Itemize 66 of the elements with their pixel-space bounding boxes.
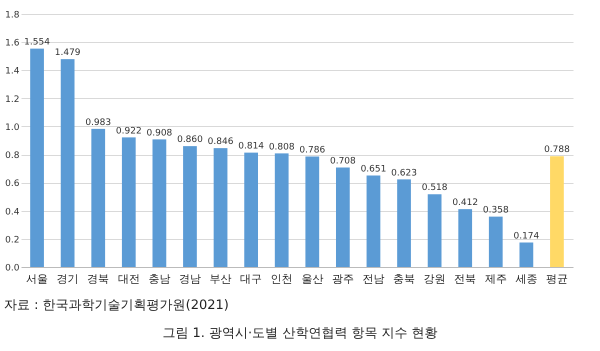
bar xyxy=(366,176,380,267)
bar xyxy=(305,156,320,267)
data-label: 1.554 xyxy=(24,38,50,48)
bar xyxy=(152,139,166,267)
data-label: 0.922 xyxy=(116,126,142,136)
x-tick-label: 인천 xyxy=(270,272,293,286)
y-tick-label: 1.6 xyxy=(5,38,20,49)
y-tick-label: 0.0 xyxy=(5,264,20,274)
data-label: 0.651 xyxy=(360,164,386,174)
data-label: 0.358 xyxy=(482,206,509,216)
x-tick-label: 제주 xyxy=(484,272,507,286)
data-label: 0.846 xyxy=(208,137,234,148)
x-tick-label: 부산 xyxy=(210,272,232,286)
text: 자료 : 한국과학기술기획평가원(2021) xyxy=(4,297,229,314)
x-tick-label: 세종 xyxy=(515,272,538,286)
x-tick-label: 경북 xyxy=(87,272,110,286)
bar xyxy=(214,148,228,267)
text: 그림 1. 광역시·도별 산학연협력 항목 지수 현황 xyxy=(161,325,439,342)
x-tick-label: 대구 xyxy=(240,272,262,286)
x-tick-label: 광주 xyxy=(332,272,354,286)
x-tick-label: 전남 xyxy=(362,272,384,286)
y-tick-label: 1.2 xyxy=(5,94,20,105)
y-tick-label: 0.8 xyxy=(5,151,20,162)
y-tick-label: 1.0 xyxy=(5,122,20,133)
bar xyxy=(91,128,106,267)
data-label: 1.479 xyxy=(54,48,81,58)
y-tick-label: 1.4 xyxy=(5,66,20,77)
data-label: 0.786 xyxy=(299,146,326,156)
x-tick-label: 전북 xyxy=(454,272,476,286)
y-tick-label: 1.8 xyxy=(5,10,20,20)
data-label: 0.788 xyxy=(544,145,570,156)
bar xyxy=(519,242,534,267)
bar xyxy=(488,216,503,267)
bar xyxy=(244,152,258,267)
x-tick-label: 대전 xyxy=(118,272,140,286)
bar xyxy=(30,48,44,267)
data-label: 0.518 xyxy=(422,183,448,194)
bar xyxy=(550,156,564,267)
x-tick-label: 경남 xyxy=(178,272,201,286)
y-tick-label: 0.2 xyxy=(5,235,20,246)
x-tick-label: 경기 xyxy=(56,272,79,286)
bar xyxy=(458,209,472,267)
data-label: 0.814 xyxy=(238,142,264,152)
x-tick-label: 울산 xyxy=(301,272,324,286)
x-tick-label: 평균 xyxy=(546,272,568,286)
data-label: 0.808 xyxy=(268,142,295,152)
bar xyxy=(183,146,197,267)
data-label: 0.174 xyxy=(513,232,540,242)
bar xyxy=(60,59,75,267)
bar xyxy=(428,194,442,267)
bar xyxy=(336,167,350,267)
data-label: 0.623 xyxy=(391,168,417,178)
data-label: 0.908 xyxy=(146,128,173,138)
x-tick-label: 충남 xyxy=(148,272,170,286)
bar xyxy=(274,153,289,267)
x-tick-label: 서울 xyxy=(26,272,48,286)
data-label: 0.412 xyxy=(452,198,478,208)
bar xyxy=(397,179,411,267)
y-tick-label: 0.6 xyxy=(5,179,20,190)
data-label: 0.860 xyxy=(177,135,204,146)
data-label: 0.983 xyxy=(85,118,112,128)
data-label: 0.708 xyxy=(330,156,356,166)
x-tick-label: 충북 xyxy=(393,272,416,286)
x-tick-label: 강원 xyxy=(424,272,446,286)
y-tick-label: 0.4 xyxy=(5,207,20,218)
bar xyxy=(122,137,136,267)
